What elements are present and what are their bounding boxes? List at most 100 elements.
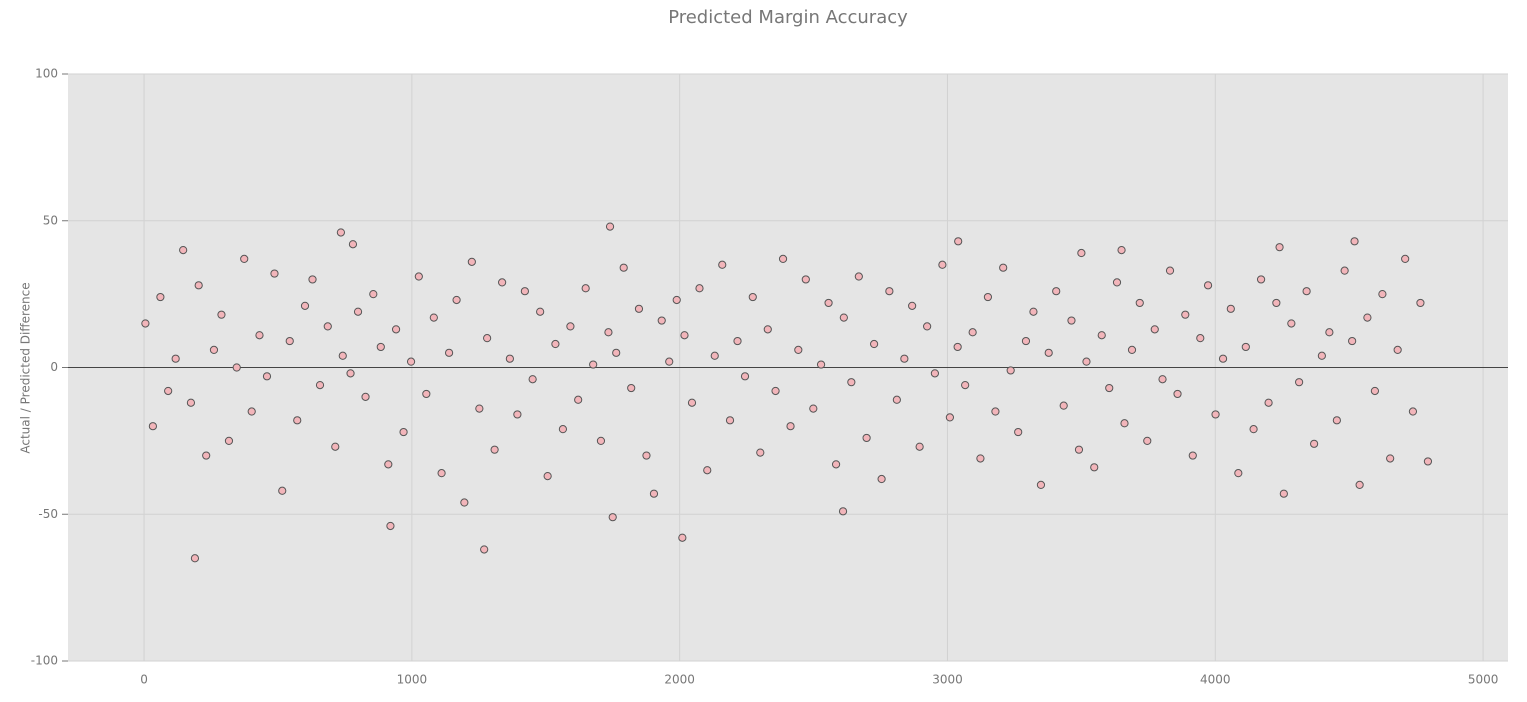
point bbox=[1036, 480, 1046, 489]
point bbox=[604, 328, 613, 337]
point bbox=[513, 410, 522, 419]
point bbox=[953, 342, 962, 352]
point bbox=[838, 507, 848, 516]
point bbox=[247, 407, 256, 416]
point bbox=[217, 310, 226, 319]
point bbox=[976, 454, 985, 463]
point bbox=[1067, 316, 1076, 325]
chart-title: Predicted Margin Accuracy bbox=[668, 7, 908, 28]
point bbox=[885, 287, 894, 296]
point bbox=[1218, 354, 1228, 363]
y-tick-label: 50 bbox=[43, 213, 58, 227]
point bbox=[190, 554, 200, 563]
point bbox=[930, 369, 939, 378]
point bbox=[285, 336, 294, 346]
point bbox=[300, 301, 310, 310]
point bbox=[1295, 378, 1304, 387]
x-tick-label: 4000 bbox=[1200, 673, 1231, 687]
point bbox=[605, 222, 615, 231]
point bbox=[908, 301, 917, 310]
x-tick-label: 2000 bbox=[664, 673, 695, 687]
point bbox=[1097, 331, 1106, 340]
point bbox=[255, 331, 264, 340]
point bbox=[718, 260, 727, 269]
point bbox=[862, 433, 871, 443]
point bbox=[528, 375, 537, 384]
point bbox=[1325, 328, 1334, 337]
point bbox=[194, 281, 203, 290]
y-tick-label: 100 bbox=[35, 67, 58, 81]
point bbox=[763, 325, 772, 334]
point bbox=[983, 292, 993, 302]
point bbox=[612, 348, 621, 357]
point bbox=[406, 357, 416, 366]
point bbox=[1211, 410, 1220, 419]
point bbox=[179, 246, 188, 255]
point bbox=[278, 486, 287, 495]
point bbox=[141, 319, 150, 328]
point bbox=[1234, 469, 1243, 478]
point bbox=[1401, 254, 1410, 264]
point bbox=[687, 398, 697, 407]
point bbox=[308, 275, 317, 284]
point bbox=[1355, 480, 1364, 489]
point bbox=[536, 307, 545, 316]
point bbox=[678, 533, 687, 542]
point bbox=[156, 292, 165, 302]
point bbox=[1256, 275, 1266, 284]
point bbox=[710, 351, 719, 360]
point bbox=[1074, 445, 1084, 454]
point bbox=[1127, 345, 1137, 354]
point bbox=[566, 322, 575, 331]
x-tick-label: 3000 bbox=[932, 673, 963, 687]
point bbox=[1264, 398, 1273, 407]
point bbox=[1423, 457, 1433, 466]
point bbox=[391, 325, 401, 334]
point bbox=[346, 369, 355, 378]
point bbox=[816, 360, 826, 369]
point bbox=[1408, 407, 1418, 416]
point bbox=[1173, 389, 1182, 399]
point bbox=[991, 407, 1000, 416]
point bbox=[336, 228, 345, 237]
point bbox=[634, 304, 644, 313]
point bbox=[801, 275, 810, 284]
point bbox=[338, 351, 347, 360]
point bbox=[543, 471, 552, 481]
point bbox=[961, 381, 970, 390]
point bbox=[148, 422, 157, 431]
point bbox=[1386, 454, 1395, 463]
point bbox=[1158, 375, 1167, 384]
point bbox=[1226, 304, 1235, 313]
point bbox=[1416, 298, 1425, 308]
point bbox=[824, 298, 833, 308]
point bbox=[452, 295, 461, 305]
point bbox=[748, 292, 757, 302]
point bbox=[1279, 489, 1288, 498]
point bbox=[490, 445, 499, 454]
point bbox=[1332, 416, 1341, 425]
point bbox=[627, 383, 636, 393]
point bbox=[619, 263, 628, 272]
x-tick-label: 0 bbox=[140, 673, 148, 687]
point bbox=[657, 316, 666, 325]
point bbox=[1275, 243, 1284, 252]
point bbox=[437, 469, 446, 478]
point bbox=[892, 395, 901, 404]
point bbox=[672, 295, 681, 305]
point bbox=[1287, 319, 1296, 328]
point bbox=[551, 339, 560, 349]
point bbox=[771, 386, 780, 396]
point bbox=[725, 416, 735, 425]
point bbox=[1077, 248, 1086, 258]
point bbox=[1052, 287, 1061, 296]
point bbox=[1350, 237, 1359, 246]
point bbox=[399, 427, 408, 437]
point bbox=[740, 372, 750, 381]
point bbox=[164, 386, 173, 396]
point bbox=[232, 363, 241, 372]
point bbox=[1181, 310, 1190, 319]
point bbox=[786, 422, 795, 431]
point bbox=[323, 322, 332, 331]
